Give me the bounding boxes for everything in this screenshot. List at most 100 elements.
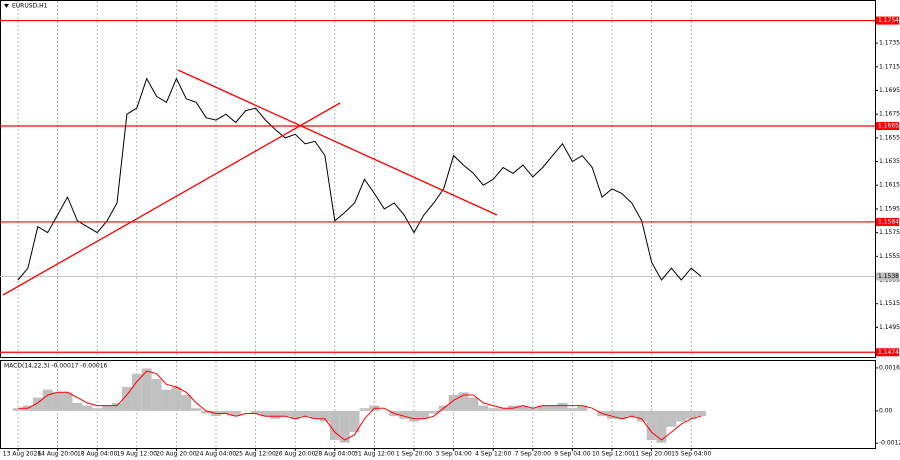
level-label: 1.1584: [878, 218, 899, 225]
macd-bar: [567, 408, 578, 411]
x-tick-label: 31 Aug 12:00: [354, 451, 395, 458]
macd-bar: [418, 410, 429, 419]
macd-bar: [557, 402, 568, 411]
signal-line: [18, 370, 702, 441]
level-label: 1.1474: [878, 349, 899, 356]
y-tick-label: 1.1615: [879, 182, 900, 189]
macd-bar: [121, 386, 132, 411]
level-box: [876, 16, 899, 25]
macd-bar: [280, 410, 291, 417]
macd-bar: [478, 405, 489, 411]
macd-bar: [359, 408, 370, 411]
macd-bar: [626, 410, 637, 417]
y-tick-label: 1.1735: [879, 40, 900, 47]
macd-bar: [349, 410, 360, 433]
macd-bar: [458, 392, 469, 411]
y-tick-label: 1.1635: [879, 158, 900, 165]
macd-bar: [290, 410, 301, 419]
level-label: 1.1754: [878, 17, 899, 24]
x-tick-label: 7 Sep 20:00: [515, 451, 551, 458]
y-tick-label: 1.1515: [879, 300, 900, 307]
y-tick-label: 1.1575: [879, 229, 900, 236]
price-line: [17, 77, 702, 281]
y-tick-label: 1.1675: [879, 111, 900, 118]
macd-bar: [468, 397, 479, 411]
macd-bar: [62, 392, 73, 411]
macd-bar: [616, 410, 627, 419]
x-tick-label: 13 Aug 2026: [3, 451, 42, 458]
last-price-label: 1.1538: [878, 273, 899, 280]
macd-bar: [646, 410, 657, 441]
macd-bar: [300, 410, 311, 417]
trend-line: [177, 69, 498, 216]
macd-bar: [230, 410, 241, 417]
x-tick-label: 25 Aug 12:00: [235, 451, 276, 458]
macd-bar: [151, 379, 162, 411]
x-tick-label: 4 Sep 12:00: [475, 451, 511, 458]
x-tick-label: 15 Sep 04:00: [671, 451, 711, 458]
x-tick-label: 10 Sep 12:00: [592, 451, 632, 458]
x-tick-label: 26 Aug 20:00: [275, 451, 316, 458]
macd-bar: [319, 410, 330, 422]
macd-bar: [666, 410, 677, 427]
x-tick-label: 20 Aug 20:00: [156, 451, 197, 458]
macd-bar: [52, 392, 63, 411]
y-tick-label: 1.1555: [879, 253, 900, 260]
x-tick-label: 14 Aug 20:00: [37, 451, 78, 458]
y-tick-label: -0.00122: [879, 440, 900, 447]
grid: [0, 1, 875, 448]
x-tick-label: 28 Aug 04:00: [315, 451, 356, 458]
macd-bar: [537, 405, 548, 411]
macd-bar: [92, 408, 103, 411]
macd-bar: [141, 368, 152, 411]
y-tick-label: 1.1655: [879, 134, 900, 141]
macd-bar: [409, 410, 419, 422]
macd-bar: [676, 410, 687, 422]
y-tick-label: 0.00: [879, 407, 893, 414]
macd-bar: [547, 405, 558, 411]
macd-bar: [161, 389, 172, 411]
macd-bar: [181, 394, 192, 411]
macd-bar: [428, 410, 439, 414]
macd-bar: [329, 410, 340, 441]
macd-bar: [13, 408, 23, 411]
macd-bar: [102, 405, 113, 411]
level-label: 1.1665: [878, 123, 899, 130]
level-box: [876, 122, 899, 131]
x-tick-label: 19 Aug 12:00: [117, 451, 158, 458]
y-tick-label: 1.1595: [879, 205, 900, 212]
plot: [0, 19, 875, 443]
macd-title: MACD(14,22,3) -0.00017 -0.00016: [4, 363, 108, 370]
macd-bar: [112, 402, 122, 411]
macd-frame: [0, 360, 876, 449]
level-box: [876, 217, 899, 226]
x-tick-label: 11 Sep 20:00: [632, 451, 672, 458]
x-tick-label: 3 Sep 04:00: [435, 451, 471, 458]
title-icon: [4, 4, 9, 8]
y-tick-label: 1.1715: [879, 63, 900, 70]
x-tick-label: 9 Sep 04:00: [554, 451, 590, 458]
macd-bar: [448, 394, 459, 411]
x-tick-label: 18 Aug 04:00: [77, 451, 118, 458]
y-tick-label: 0.00162: [879, 364, 900, 371]
macd-bar: [488, 408, 499, 411]
macd-bar: [32, 397, 43, 411]
macd-bar: [686, 410, 697, 419]
macd-bar: [310, 410, 320, 419]
macd-bar: [517, 405, 528, 411]
trend-line: [2, 102, 341, 296]
macd-bar: [607, 410, 617, 419]
macd-bar: [527, 408, 538, 411]
macd-bar: [577, 405, 588, 411]
chart-title: EURUSD,H1: [12, 3, 48, 10]
macd-bar: [270, 410, 281, 419]
macd-bar: [260, 410, 271, 417]
macd-bar: [171, 386, 182, 411]
macd-bar: [498, 408, 509, 411]
macd-bar: [72, 402, 83, 411]
macd-bar: [250, 410, 261, 414]
y-tick-label: 1.1695: [879, 87, 900, 94]
macd-bar: [399, 410, 410, 419]
last-price-box: [876, 272, 899, 281]
